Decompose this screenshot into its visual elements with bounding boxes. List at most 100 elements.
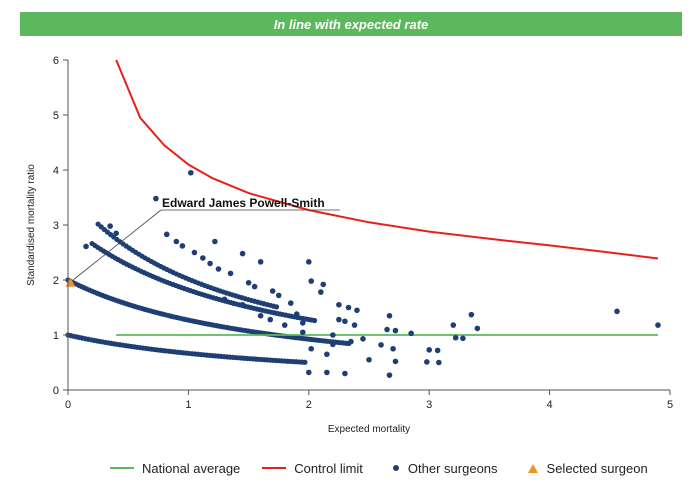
legend: National average Control limit Other sur… [110, 458, 670, 478]
other-surgeon-point[interactable] [366, 356, 372, 363]
other-surgeon-point[interactable] [336, 316, 342, 323]
other-surgeon-point[interactable] [251, 283, 258, 290]
y-tick-label: 5 [53, 110, 59, 122]
other-surgeon-point[interactable] [452, 334, 459, 341]
other-surgeon-point[interactable] [351, 322, 358, 328]
other-surgeon-point[interactable] [239, 301, 246, 308]
other-surgeon-point[interactable] [426, 347, 433, 353]
other-surgeon-point[interactable] [275, 292, 282, 299]
other-surgeon-point[interactable] [269, 288, 276, 294]
x-tick-label: 2 [306, 399, 312, 411]
other-surgeon-point[interactable] [308, 278, 315, 284]
legend-swatch-line [262, 467, 287, 469]
other-surgeon-point[interactable] [342, 318, 348, 325]
status-banner-text: In line with expected rate [273, 16, 429, 32]
other-surgeon-point[interactable] [207, 260, 213, 267]
y-tick-label: 6 [53, 55, 59, 67]
other-surgeon-point[interactable] [320, 281, 327, 288]
other-surgeon-point[interactable] [191, 249, 198, 256]
band-point-0-deaths[interactable] [302, 359, 308, 365]
other-surgeon-point[interactable] [392, 327, 399, 334]
other-surgeon-point[interactable] [293, 311, 300, 317]
other-surgeon-point[interactable] [107, 223, 113, 229]
other-surgeon-point[interactable] [179, 243, 186, 249]
funnel-bands [65, 221, 352, 365]
other-surgeon-point[interactable] [257, 312, 264, 319]
other-surgeon-point[interactable] [227, 270, 234, 277]
other-surgeon-point[interactable] [287, 300, 294, 306]
other-surgeon-point[interactable] [306, 259, 312, 265]
legend-item-control[interactable]: Control limit [262, 461, 363, 476]
other-surgeon-point[interactable] [345, 304, 352, 311]
y-tick-label: 1 [53, 330, 59, 342]
other-surgeon-point[interactable] [324, 351, 330, 358]
other-surgeon-point[interactable] [330, 332, 336, 338]
other-surgeon-point[interactable] [655, 322, 661, 328]
y-axis-label: Standardised mortality ratio [26, 164, 37, 286]
legend-item-selected[interactable]: Selected surgeon [520, 461, 648, 476]
other-surgeon-point[interactable] [153, 195, 159, 202]
x-axis-label: Expected mortality [328, 424, 410, 435]
other-surgeon-point[interactable] [212, 238, 218, 245]
other-surgeon-point[interactable] [336, 301, 342, 308]
other-surgeon-point[interactable] [163, 231, 170, 238]
other-surgeon-point[interactable] [267, 316, 274, 323]
other-surgeon-point[interactable] [348, 338, 354, 345]
other-surgeon-point[interactable] [434, 347, 441, 354]
other-surgeon-point[interactable] [474, 325, 481, 332]
other-surgeon-point[interactable] [460, 335, 466, 342]
status-banner: In line with expected rate [20, 12, 682, 36]
other-surgeon-point[interactable] [614, 308, 620, 315]
x-tick-label: 1 [185, 399, 191, 411]
other-surgeon-point[interactable] [378, 342, 384, 348]
other-surgeon-point[interactable] [390, 345, 396, 352]
y-tick-label: 0 [53, 385, 59, 397]
other-surgeon-point[interactable] [408, 330, 414, 337]
other-surgeon-point[interactable] [221, 296, 228, 303]
other-surgeon-point[interactable] [83, 243, 89, 250]
other-surgeon-point[interactable] [239, 250, 246, 257]
other-surgeon-point[interactable] [450, 322, 457, 328]
other-surgeon-point[interactable] [299, 329, 306, 336]
other-surgeon-point[interactable] [468, 311, 475, 318]
other-surgeon-point[interactable] [113, 230, 119, 237]
legend-label: Other surgeons [407, 460, 498, 476]
other-surgeon-point[interactable] [436, 359, 442, 366]
control-limit-curve [115, 59, 659, 260]
other-surgeon-point[interactable] [342, 370, 348, 377]
legend-swatch-dot [392, 465, 399, 471]
other-surgeon-point[interactable] [200, 255, 206, 261]
other-surgeon-point[interactable] [384, 326, 390, 333]
band-point-2-deaths[interactable] [311, 317, 318, 324]
other-surgeon-point[interactable] [423, 359, 430, 365]
y-tick-label: 3 [53, 220, 59, 232]
band-point-3-deaths[interactable] [273, 304, 280, 310]
other-surgeon-point[interactable] [360, 336, 366, 342]
other-surgeon-point[interactable] [354, 307, 360, 314]
annotation-layer: Edward James Powell-Smith [73, 196, 340, 281]
other-surgeon-point[interactable] [173, 238, 180, 245]
other-surgeon-point[interactable] [188, 169, 194, 176]
y-tick-label: 4 [53, 165, 59, 177]
tick-layer: 0 1 2 3 4 5 0 1 2 3 4 5 6 [53, 55, 673, 411]
legend-label: National average [142, 460, 241, 476]
other-surgeon-point[interactable] [318, 289, 324, 295]
other-surgeon-point[interactable] [306, 369, 312, 376]
annotation-leader-line [73, 209, 162, 281]
selected-surgeon-label: Edward James Powell-Smith [162, 196, 325, 210]
legend-item-national[interactable]: National average [110, 461, 240, 476]
other-surgeon-point[interactable] [281, 322, 288, 328]
legend-item-others[interactable]: Other surgeons [385, 461, 498, 476]
other-surgeon-point[interactable] [257, 259, 264, 265]
other-surgeon-point[interactable] [299, 320, 306, 326]
other-surgeon-point[interactable] [324, 369, 330, 376]
x-tick-label: 5 [667, 399, 673, 411]
other-surgeon-point[interactable] [386, 372, 393, 378]
other-surgeon-point[interactable] [245, 279, 252, 286]
other-surgeon-point[interactable] [392, 358, 399, 365]
other-surgeon-point[interactable] [308, 345, 315, 352]
other-surgeon-point[interactable] [330, 341, 336, 348]
other-surgeon-point[interactable] [215, 266, 222, 272]
other-surgeon-point[interactable] [386, 312, 393, 319]
legend-swatch-line [110, 467, 134, 469]
